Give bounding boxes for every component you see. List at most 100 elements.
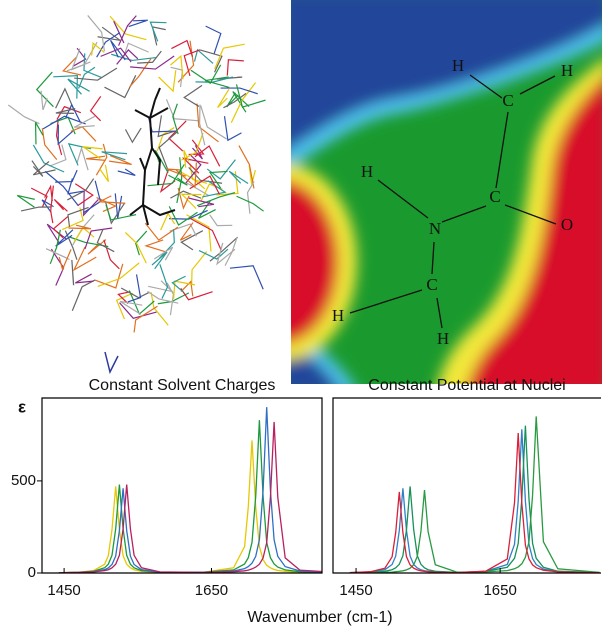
solvent-stick <box>181 132 204 161</box>
solvent-stick <box>96 229 115 253</box>
solvent-stick <box>34 122 44 145</box>
solvent-stick <box>180 280 194 297</box>
solvent-stick <box>82 146 103 159</box>
solvent-stick <box>118 15 137 46</box>
solvent-stick <box>53 199 68 212</box>
solvent-stick <box>171 39 194 57</box>
solvent-stick <box>246 181 255 214</box>
solvent-stick <box>69 236 109 248</box>
bonds <box>349 74 557 329</box>
solvent-stick <box>193 48 214 64</box>
solvent-stick <box>75 273 94 284</box>
solvent-stick <box>134 230 148 256</box>
solvent-stick <box>226 59 244 76</box>
solvent-stick <box>186 214 212 252</box>
solvent-stick <box>130 55 175 70</box>
solvent-stick <box>183 149 190 168</box>
solvent-stick <box>89 96 102 122</box>
solvent-stick <box>214 43 245 70</box>
x-axis-label: Wavenumber (cm-1) <box>247 609 392 626</box>
solvent-stick <box>199 49 223 73</box>
solvent-stick <box>220 87 258 95</box>
solvent-stick <box>46 223 68 245</box>
solvent-stick <box>153 246 174 261</box>
solvent-stick <box>56 105 82 120</box>
solvent-stick <box>31 160 44 177</box>
solvent-stick <box>157 115 175 138</box>
solvent-stick <box>72 47 87 67</box>
solvent-stick <box>170 190 202 199</box>
solvent-stick <box>204 76 230 89</box>
solvent-stick <box>128 19 148 28</box>
solvent-stick <box>144 239 166 253</box>
solvent-stick <box>116 49 139 65</box>
atom-label: H <box>452 56 464 75</box>
solvent-stick <box>83 53 102 79</box>
atom-label: C <box>502 91 513 110</box>
solvent-stick <box>99 164 110 182</box>
solvent-stick <box>55 229 74 247</box>
solvent-stick <box>129 58 152 88</box>
solvent-stick <box>229 265 264 290</box>
solvent-stick <box>53 75 78 99</box>
solvent-stick <box>177 187 190 210</box>
solvent-stick <box>50 185 54 224</box>
solvent-stick <box>216 242 236 266</box>
solvent-stick <box>86 155 106 161</box>
plot <box>58 407 322 573</box>
solvent-stick <box>97 26 121 41</box>
solvent-stick <box>44 170 79 207</box>
solvent-stick <box>124 232 147 264</box>
solvent-stick <box>67 78 90 95</box>
solvent-stick <box>49 144 67 167</box>
solvent-stick <box>224 237 238 266</box>
solvent-stick <box>7 104 40 125</box>
solvent-stick <box>71 259 75 286</box>
solvent-stick <box>115 292 133 320</box>
solvent-stick <box>119 302 157 320</box>
solvent-stick <box>72 214 95 246</box>
solvent-stick <box>180 288 213 301</box>
solvent-stick <box>226 92 239 108</box>
solvent-stick <box>32 161 56 176</box>
solvent-stick <box>198 104 206 146</box>
solvent-stick <box>72 246 97 272</box>
solvent-stick <box>62 56 82 76</box>
atom-labels: H H C H C N O H C H <box>332 56 573 348</box>
solvent-stick <box>185 155 202 184</box>
x-tick-label: 1650 <box>195 582 228 599</box>
solvent-cluster <box>7 15 266 333</box>
solvent-stick <box>127 274 142 303</box>
solvent-stick <box>147 290 179 304</box>
solvent-stick <box>151 251 168 270</box>
solvent-stick <box>236 195 264 212</box>
solvent-stick <box>170 54 184 80</box>
solvent-stick <box>35 71 54 108</box>
solvent-stick <box>55 169 78 183</box>
solvent-stick <box>73 115 96 128</box>
solvent-stick <box>109 15 147 41</box>
solvent-stick <box>183 84 203 107</box>
solvent-stick <box>230 82 257 123</box>
solvent-stick <box>188 197 215 208</box>
atom-label: H <box>561 61 573 80</box>
solvent-stick <box>196 192 236 207</box>
solvent-stick <box>190 217 222 251</box>
atom-label: H <box>332 306 344 325</box>
solvent-stick <box>137 50 162 64</box>
solvent-stick <box>16 194 35 208</box>
solvent-stick <box>97 195 126 204</box>
y-tick-label: 0 <box>28 564 36 581</box>
solvent-stick <box>228 170 249 185</box>
solvent-stick <box>172 103 179 135</box>
solvent-stick <box>190 64 222 85</box>
solvent-stick <box>97 262 140 287</box>
solvent-stick <box>123 42 149 58</box>
atom-label: H <box>361 162 373 181</box>
solvent-stick <box>40 90 48 111</box>
solvent-stick <box>67 178 95 201</box>
solvent-stick <box>101 151 128 161</box>
solvent-stick <box>194 145 221 167</box>
solvent-stick <box>176 157 183 204</box>
solvent-stick <box>55 120 63 156</box>
